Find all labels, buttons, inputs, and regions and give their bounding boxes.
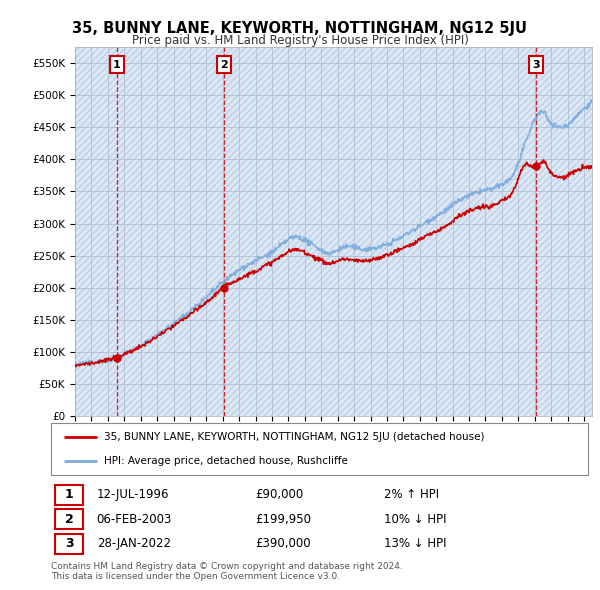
Text: 10% ↓ HPI: 10% ↓ HPI bbox=[384, 513, 446, 526]
FancyBboxPatch shape bbox=[55, 485, 83, 504]
Text: £90,000: £90,000 bbox=[255, 488, 304, 501]
Text: Contains HM Land Registry data © Crown copyright and database right 2024.: Contains HM Land Registry data © Crown c… bbox=[51, 562, 403, 571]
Text: 13% ↓ HPI: 13% ↓ HPI bbox=[384, 537, 446, 550]
Text: 1: 1 bbox=[65, 488, 74, 501]
Text: 1: 1 bbox=[113, 60, 121, 70]
Text: This data is licensed under the Open Government Licence v3.0.: This data is licensed under the Open Gov… bbox=[51, 572, 340, 581]
Text: 35, BUNNY LANE, KEYWORTH, NOTTINGHAM, NG12 5JU: 35, BUNNY LANE, KEYWORTH, NOTTINGHAM, NG… bbox=[73, 21, 527, 35]
Text: 06-FEB-2003: 06-FEB-2003 bbox=[97, 513, 172, 526]
Text: £199,950: £199,950 bbox=[255, 513, 311, 526]
Text: 12-JUL-1996: 12-JUL-1996 bbox=[97, 488, 169, 501]
FancyBboxPatch shape bbox=[55, 509, 83, 529]
Text: HPI: Average price, detached house, Rushcliffe: HPI: Average price, detached house, Rush… bbox=[104, 456, 347, 466]
FancyBboxPatch shape bbox=[51, 423, 588, 475]
FancyBboxPatch shape bbox=[55, 534, 83, 553]
Text: 35, BUNNY LANE, KEYWORTH, NOTTINGHAM, NG12 5JU (detached house): 35, BUNNY LANE, KEYWORTH, NOTTINGHAM, NG… bbox=[104, 432, 484, 442]
Text: 2: 2 bbox=[220, 60, 228, 70]
Text: 28-JAN-2022: 28-JAN-2022 bbox=[97, 537, 170, 550]
Text: 3: 3 bbox=[532, 60, 540, 70]
Text: Price paid vs. HM Land Registry's House Price Index (HPI): Price paid vs. HM Land Registry's House … bbox=[131, 34, 469, 47]
Text: £390,000: £390,000 bbox=[255, 537, 311, 550]
Text: 2% ↑ HPI: 2% ↑ HPI bbox=[384, 488, 439, 501]
Text: 3: 3 bbox=[65, 537, 74, 550]
Text: 2: 2 bbox=[65, 513, 74, 526]
